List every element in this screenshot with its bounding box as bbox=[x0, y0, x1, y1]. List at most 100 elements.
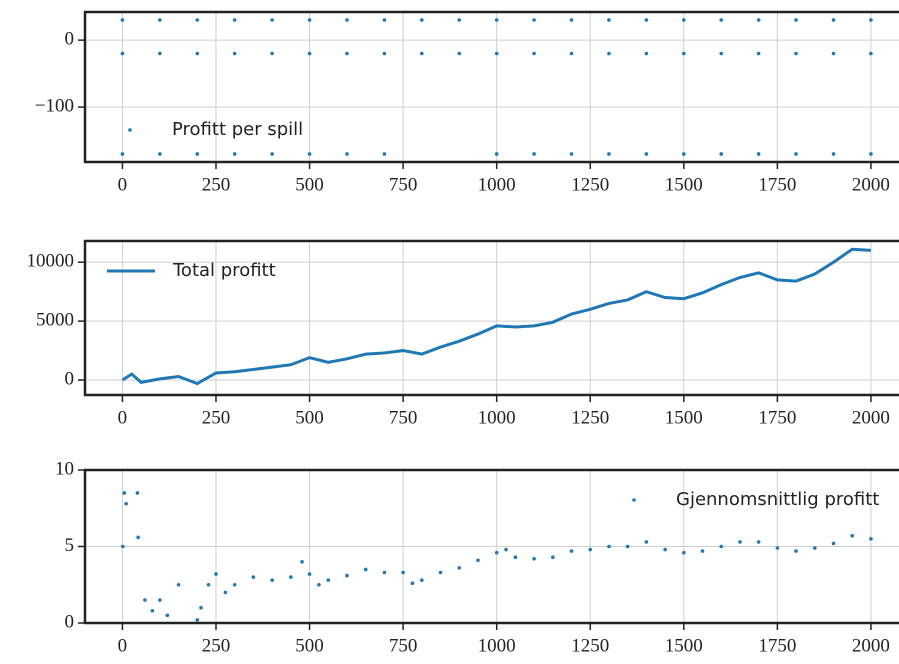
point bbox=[165, 613, 170, 618]
x-tick-label: 750 bbox=[389, 407, 418, 428]
point bbox=[345, 18, 349, 22]
point bbox=[607, 18, 611, 22]
point bbox=[158, 152, 162, 156]
plot-area bbox=[120, 491, 873, 622]
x-tick-label: 0 bbox=[118, 174, 128, 195]
point bbox=[195, 51, 200, 56]
point bbox=[382, 570, 387, 575]
point bbox=[756, 51, 761, 56]
point bbox=[719, 51, 724, 56]
point bbox=[532, 556, 536, 561]
point bbox=[607, 544, 611, 549]
point bbox=[504, 547, 508, 552]
point bbox=[307, 18, 312, 22]
point bbox=[682, 152, 686, 156]
point bbox=[831, 541, 836, 546]
point bbox=[270, 18, 274, 22]
point bbox=[195, 618, 200, 622]
point bbox=[420, 51, 424, 56]
point bbox=[869, 18, 873, 22]
point bbox=[195, 152, 200, 156]
point bbox=[831, 152, 836, 156]
point bbox=[794, 18, 798, 22]
point bbox=[644, 18, 649, 22]
point bbox=[120, 51, 125, 56]
point bbox=[136, 535, 140, 540]
point bbox=[794, 152, 798, 156]
legend-marker bbox=[128, 128, 132, 132]
point bbox=[850, 533, 855, 538]
point bbox=[382, 51, 387, 56]
point bbox=[588, 547, 593, 552]
point bbox=[438, 570, 443, 575]
point bbox=[420, 18, 424, 22]
point bbox=[551, 555, 555, 560]
point bbox=[532, 51, 536, 56]
point bbox=[644, 152, 649, 156]
point bbox=[719, 544, 724, 549]
point bbox=[869, 537, 873, 541]
point bbox=[869, 51, 873, 56]
point bbox=[150, 608, 155, 613]
point bbox=[569, 152, 574, 156]
point bbox=[120, 18, 125, 22]
point bbox=[289, 575, 293, 579]
point bbox=[401, 570, 405, 575]
plot-area bbox=[121, 247, 872, 386]
axes-frame bbox=[83, 468, 899, 625]
point bbox=[569, 51, 574, 56]
point bbox=[345, 51, 349, 56]
point bbox=[420, 578, 424, 582]
x-tick-label: 1250 bbox=[571, 635, 609, 656]
point bbox=[756, 540, 761, 544]
point bbox=[812, 546, 817, 550]
x-tick-label: 750 bbox=[389, 174, 418, 195]
x-tick-label: 1250 bbox=[571, 174, 609, 195]
point bbox=[410, 581, 415, 586]
legend-label: Total profitt bbox=[172, 260, 276, 281]
point bbox=[494, 51, 499, 56]
point bbox=[513, 555, 518, 560]
point bbox=[345, 152, 349, 156]
point bbox=[326, 578, 331, 582]
point bbox=[232, 152, 237, 156]
point bbox=[270, 578, 274, 582]
point bbox=[682, 51, 686, 56]
x-tick-label: 2000 bbox=[852, 174, 890, 195]
point bbox=[682, 18, 686, 22]
point bbox=[775, 546, 780, 550]
point bbox=[158, 51, 162, 56]
point bbox=[532, 152, 536, 156]
point bbox=[607, 51, 611, 56]
point bbox=[756, 152, 761, 156]
point bbox=[494, 550, 499, 555]
y-tick-label: 5000 bbox=[36, 309, 74, 330]
point bbox=[251, 575, 256, 579]
point bbox=[270, 51, 274, 56]
x-tick-label: 1500 bbox=[665, 635, 703, 656]
point bbox=[120, 544, 125, 549]
line bbox=[121, 247, 872, 386]
y-tick-label: 10 bbox=[55, 458, 74, 479]
point bbox=[232, 582, 237, 587]
point bbox=[382, 152, 387, 156]
x-tick-label: 2000 bbox=[852, 635, 890, 656]
x-tick-label: 500 bbox=[295, 174, 324, 195]
x-tick-label: 1500 bbox=[665, 174, 703, 195]
point bbox=[719, 18, 724, 22]
x-tick-label: 750 bbox=[389, 635, 418, 656]
x-tick-label: 250 bbox=[202, 407, 231, 428]
y-tick-label: 5 bbox=[65, 535, 75, 556]
point bbox=[738, 540, 742, 544]
x-tick-label: 250 bbox=[202, 174, 231, 195]
point bbox=[625, 544, 630, 549]
point bbox=[644, 51, 649, 56]
point bbox=[700, 549, 705, 553]
point bbox=[307, 152, 312, 156]
point bbox=[457, 18, 462, 22]
x-tick-label: 1000 bbox=[478, 407, 516, 428]
point bbox=[382, 18, 387, 22]
x-tick-label: 1250 bbox=[571, 407, 609, 428]
legend-label: Profitt per spill bbox=[172, 119, 303, 140]
